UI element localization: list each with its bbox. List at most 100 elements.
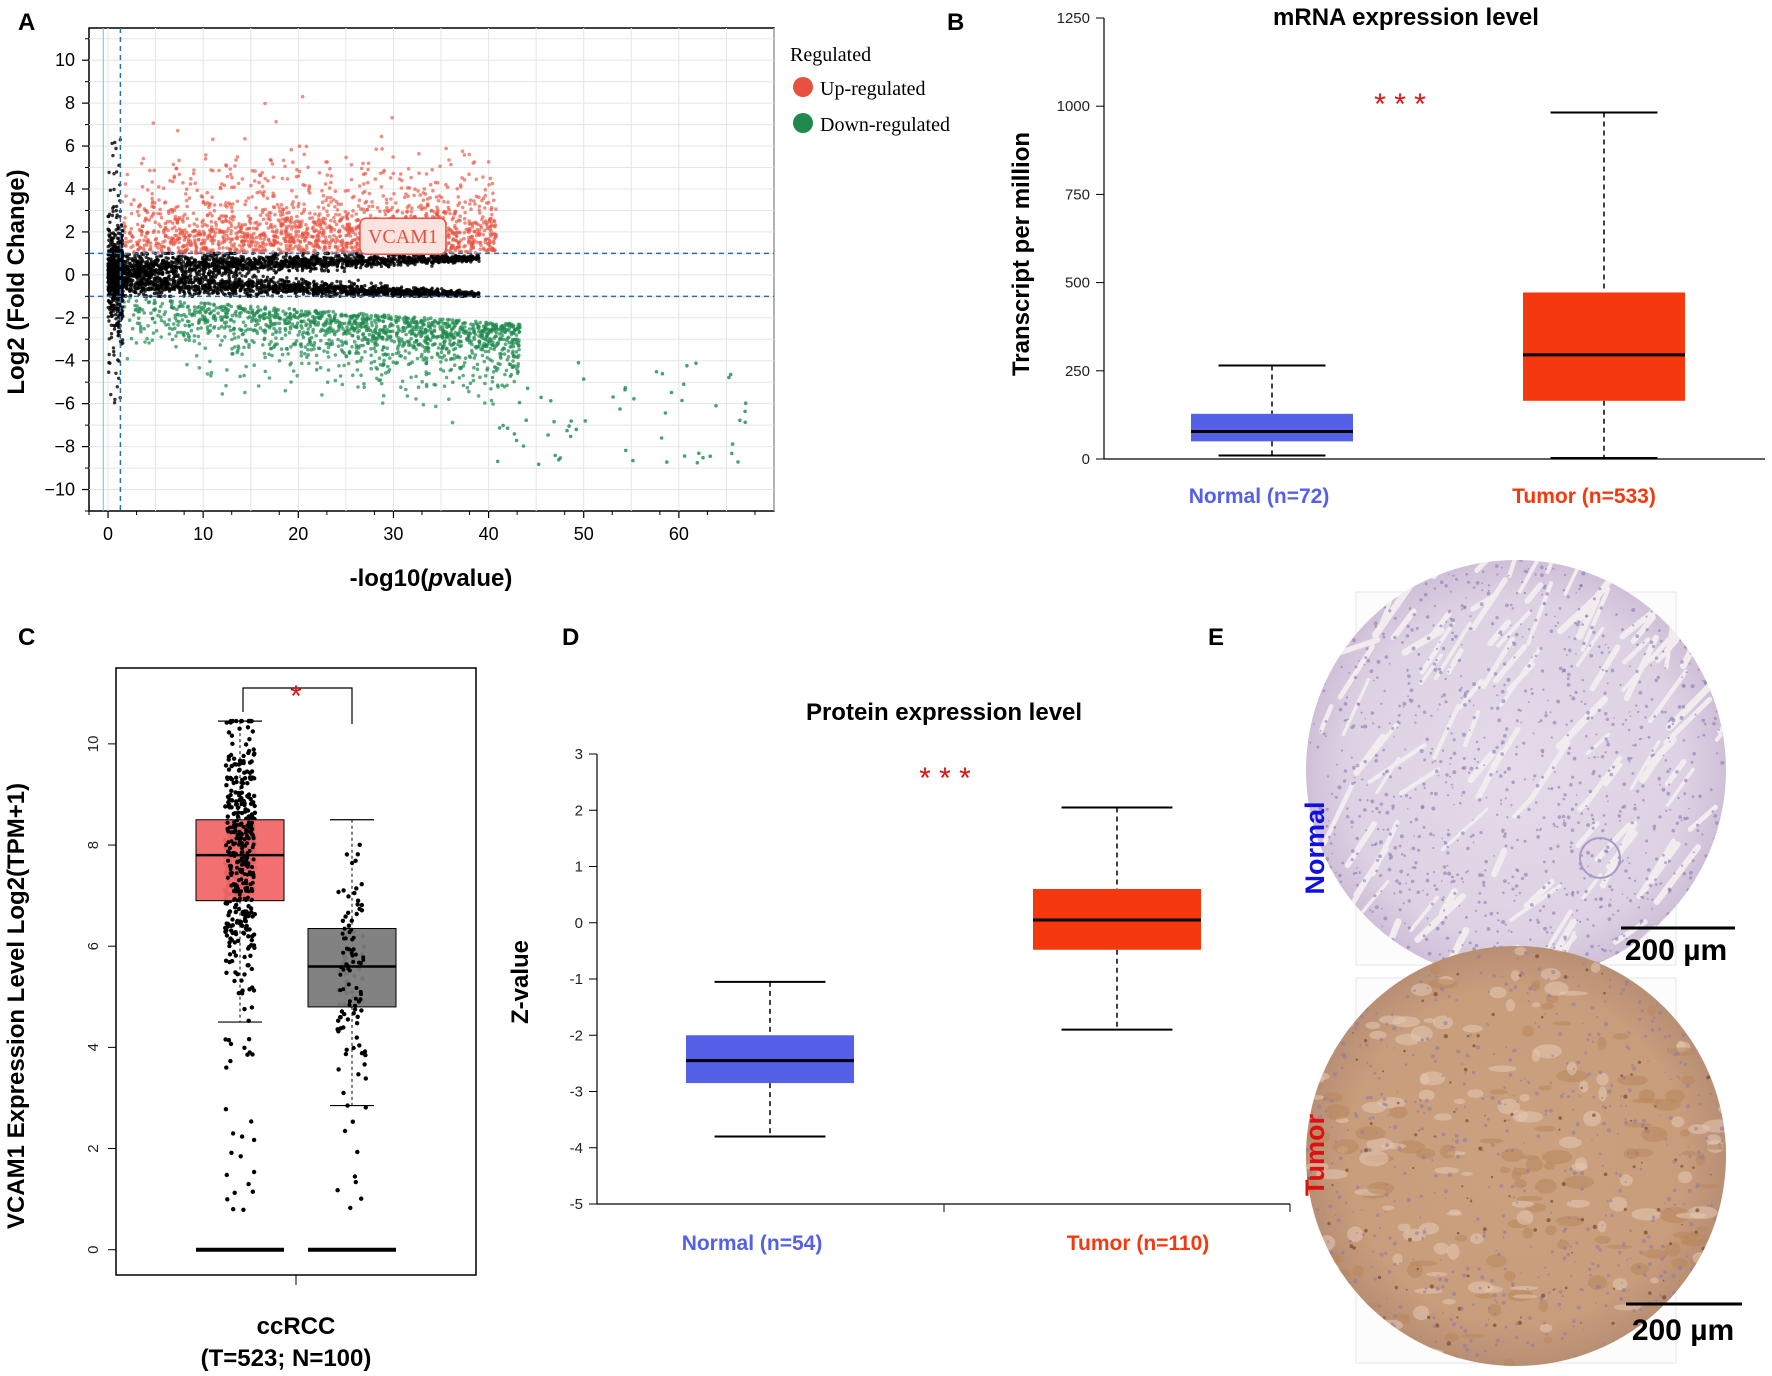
up-point — [211, 229, 216, 234]
down-point — [174, 334, 178, 338]
down-point — [299, 344, 304, 349]
down-point — [504, 368, 509, 373]
down-point — [461, 373, 466, 378]
down-point — [143, 340, 147, 344]
up-point — [329, 218, 333, 223]
up-point — [285, 226, 289, 231]
up-point — [336, 202, 341, 206]
up-point — [207, 233, 212, 237]
down-point — [322, 349, 326, 353]
up-point — [230, 175, 234, 180]
down-point — [328, 322, 333, 326]
down-point — [312, 347, 316, 351]
down-point — [300, 326, 304, 330]
up-point — [391, 155, 395, 159]
down-point — [274, 336, 278, 340]
down-point — [498, 362, 502, 367]
up-point — [187, 234, 191, 238]
down-point — [200, 317, 205, 322]
down-point — [168, 299, 173, 303]
up-point — [310, 216, 315, 220]
down-point — [133, 308, 138, 312]
down-point — [288, 327, 293, 331]
up-point — [412, 193, 416, 198]
up-point — [366, 167, 370, 172]
up-point — [177, 172, 182, 177]
down-point — [388, 356, 392, 360]
up-point — [271, 205, 276, 209]
down-point — [177, 304, 181, 309]
down-point — [680, 398, 684, 403]
up-point — [192, 168, 196, 172]
up-point — [157, 185, 161, 189]
up-point — [375, 206, 380, 210]
down-point — [521, 444, 526, 448]
up-point — [213, 220, 218, 225]
down-point — [556, 458, 561, 462]
down-point — [261, 343, 265, 347]
up-point — [260, 210, 265, 214]
down-point — [187, 335, 191, 340]
up-point — [178, 232, 182, 236]
down-point — [214, 306, 219, 310]
down-point — [219, 318, 223, 322]
up-point — [284, 234, 289, 239]
up-point — [284, 243, 289, 248]
down-point — [347, 351, 352, 355]
up-point — [216, 239, 221, 244]
up-point — [368, 213, 373, 218]
down-point — [171, 322, 176, 326]
up-point — [291, 200, 295, 204]
down-point — [389, 338, 394, 343]
up-point — [465, 249, 470, 254]
up-point — [258, 190, 262, 194]
up-point — [143, 235, 148, 239]
down-point — [178, 300, 182, 304]
down-point — [485, 356, 490, 360]
up-point — [240, 177, 245, 181]
up-point — [350, 214, 354, 218]
down-point — [450, 318, 455, 322]
up-point — [281, 223, 286, 227]
ns-point — [294, 276, 298, 281]
up-point — [406, 194, 410, 198]
down-point — [427, 371, 431, 376]
up-point — [129, 227, 134, 231]
down-point — [395, 360, 400, 365]
up-point — [467, 152, 472, 157]
down-point — [414, 327, 419, 332]
down-point — [727, 375, 731, 380]
up-point — [317, 171, 322, 175]
down-point — [228, 328, 233, 333]
up-point — [138, 202, 142, 207]
down-point — [271, 321, 276, 326]
down-point — [174, 344, 178, 349]
down-point — [219, 305, 223, 310]
ns-point — [133, 256, 138, 261]
up-point — [485, 226, 489, 231]
up-point — [253, 243, 258, 248]
up-point — [253, 179, 257, 183]
down-point — [496, 385, 500, 389]
down-point — [454, 319, 459, 324]
up-point — [197, 229, 202, 234]
down-point — [517, 347, 521, 352]
down-point — [433, 342, 437, 346]
down-point — [252, 313, 256, 318]
up-point — [332, 233, 336, 238]
down-point — [304, 331, 309, 336]
down-point — [194, 354, 199, 358]
down-point — [312, 318, 316, 323]
down-point — [425, 341, 429, 346]
panel-letter-c: C — [18, 624, 35, 651]
down-point — [340, 343, 345, 347]
down-point — [448, 338, 452, 343]
down-point — [517, 330, 521, 335]
up-point — [443, 211, 448, 216]
down-point — [232, 332, 236, 336]
down-point — [469, 339, 474, 344]
down-point — [383, 331, 388, 336]
down-point — [400, 379, 405, 384]
up-point — [129, 211, 134, 216]
down-point — [192, 339, 197, 343]
